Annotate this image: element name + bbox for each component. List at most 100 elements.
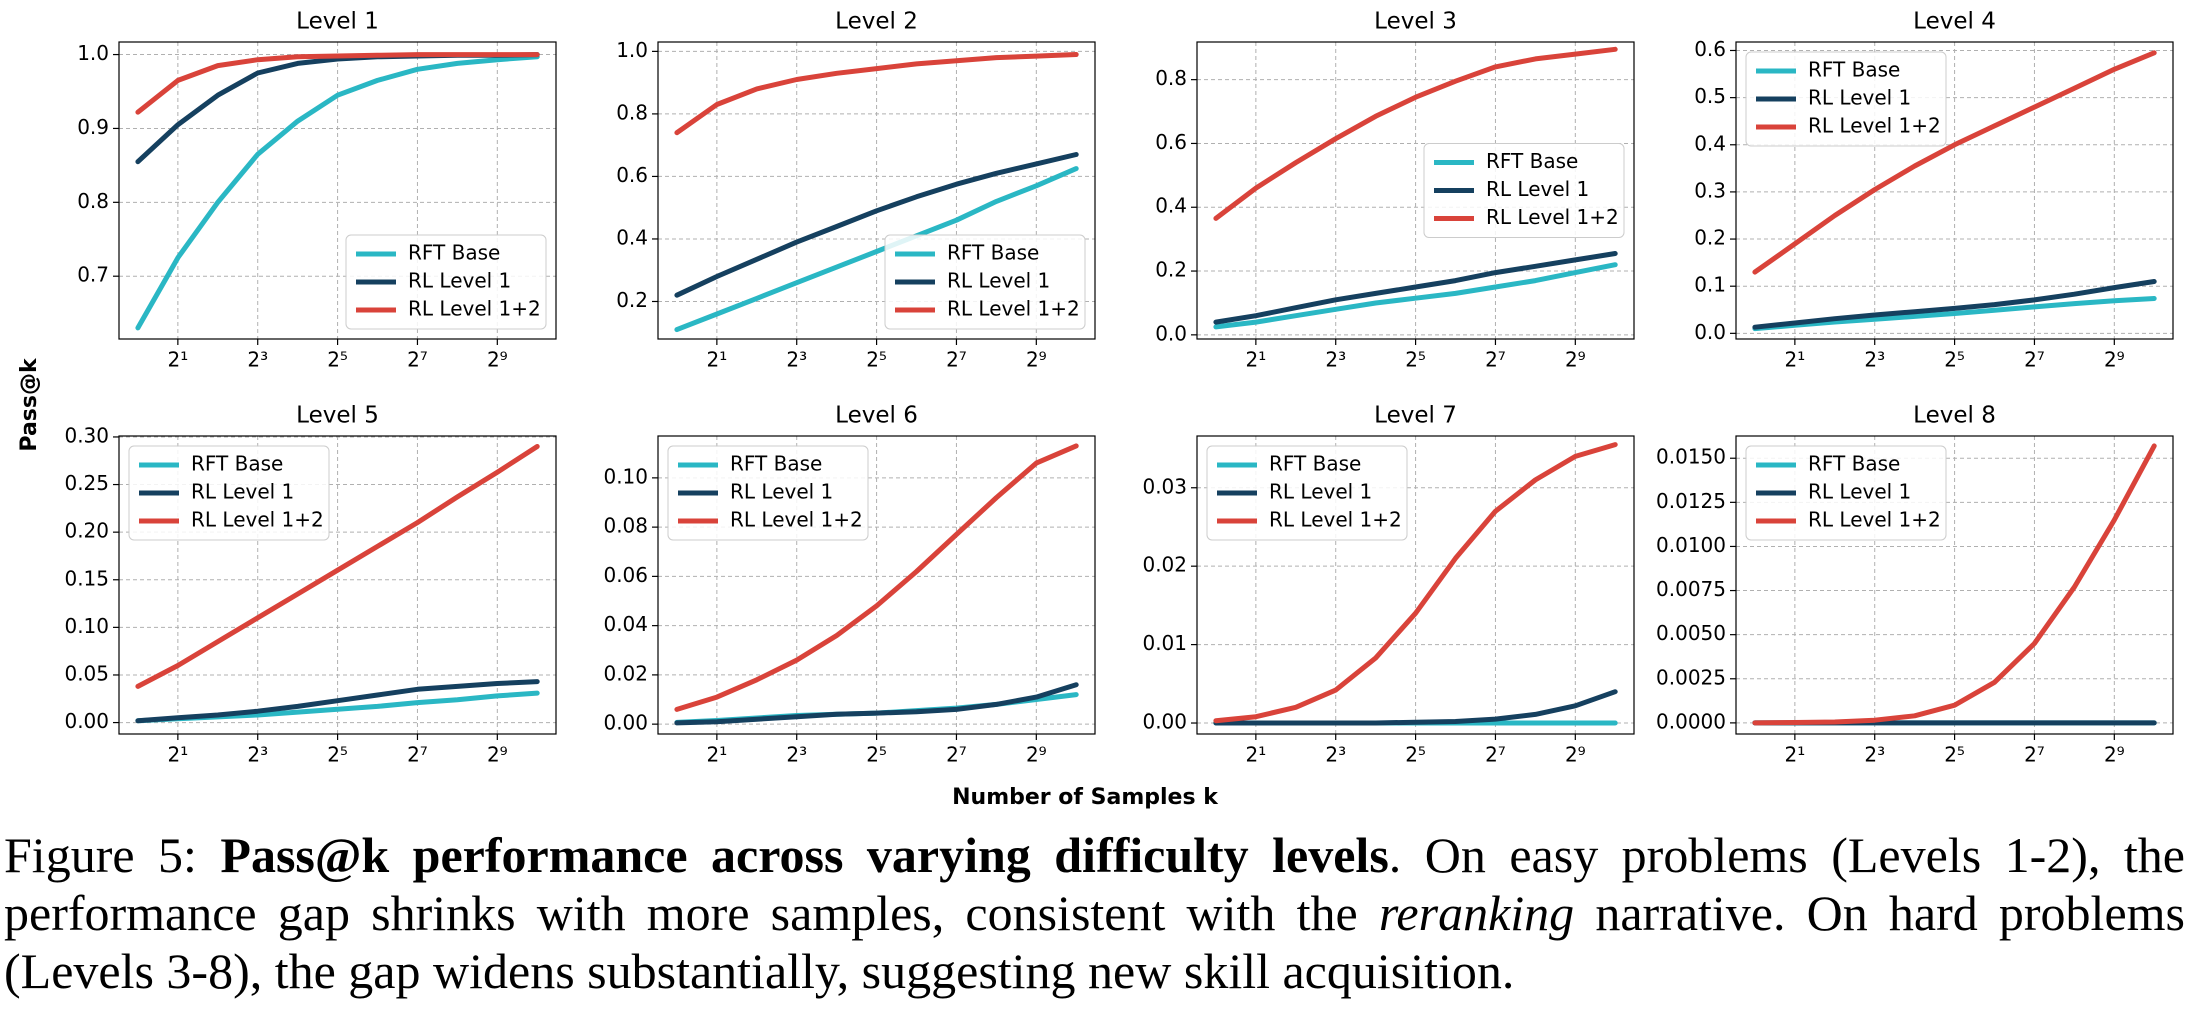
y-tick-label: 0.0125 [1656, 489, 1726, 513]
line-series [674, 166, 1079, 333]
y-tick-label: 0.4 [1155, 194, 1187, 218]
figure: Pass@k Number of Samples k Level 1 2¹ 2³ 2⁵… [17, 9, 2174, 810]
x-tick-label: 2¹ [1784, 348, 1805, 372]
axes-frame [118, 41, 557, 340]
y-tick-label: 0.10 [64, 614, 109, 638]
chart-title: Level 7 [1374, 403, 1457, 429]
legend-box [1745, 445, 1947, 541]
y-tick-label: 0.0 [1155, 321, 1187, 345]
legend-label: RFT Base [191, 452, 283, 476]
axes-frame [1735, 435, 2174, 735]
x-tick-label: 2⁵ [327, 743, 348, 767]
legend-label: RL Level 1 [1486, 177, 1589, 201]
line-series [1213, 689, 1618, 726]
chart-title: Level 8 [1913, 403, 1996, 429]
axes-frame [657, 435, 1096, 735]
line-series [135, 52, 540, 115]
x-tick-label: 2⁷ [2024, 348, 2045, 372]
caption-text: . On easy problems (Levels 1-2), the per… [4, 827, 2185, 941]
x-tick-label: 2⁵ [1405, 348, 1426, 372]
y-tick-label: 0.3 [1694, 178, 1726, 202]
legend-box [667, 445, 869, 541]
y-tick-label: 0.2 [1694, 226, 1726, 250]
legend-label: RL Level 1+2 [1808, 508, 1941, 532]
line-series [1213, 442, 1618, 724]
y-tick-label: 0.05 [64, 661, 109, 685]
legend-label: RFT Base [1269, 452, 1361, 476]
x-tick-label: 2³ [786, 743, 807, 767]
y-tick-label: 0.7 [77, 263, 109, 287]
x-tick-label: 2⁷ [1485, 743, 1506, 767]
chart-title: Level 1 [296, 9, 379, 35]
y-tick-label: 0.20 [64, 519, 109, 543]
axes-frame [1735, 41, 2174, 340]
legend-label: RL Level 1+2 [408, 297, 541, 321]
x-tick-label: 2⁵ [1944, 348, 1965, 372]
y-tick-label: 0.6 [1694, 37, 1726, 61]
caption-label: Figure 5: [4, 827, 197, 883]
x-tick-label: 2⁵ [1405, 743, 1426, 767]
y-tick-label: 0.02 [1142, 553, 1187, 577]
y-tick-label: 0.03 [1142, 474, 1187, 498]
y-tick-label: 0.0150 [1656, 445, 1726, 469]
line-series [135, 54, 540, 331]
y-tick-label: 0.10 [603, 464, 648, 488]
y-tick-label: 0.6 [616, 163, 648, 187]
y-tick-label: 0.15 [64, 566, 109, 590]
y-tick-label: 0.2 [1155, 258, 1187, 282]
x-tick-label: 2³ [1325, 743, 1346, 767]
y-tick-label: 0.04 [603, 612, 648, 636]
line-series [674, 52, 1079, 136]
legend-box [1745, 51, 1947, 147]
chart-title: Level 4 [1913, 9, 1996, 35]
y-tick-label: 0.25 [64, 471, 109, 495]
x-tick-label: 2⁷ [946, 348, 967, 372]
axes-frame [1196, 41, 1635, 340]
legend-box [128, 445, 330, 541]
y-tick-label: 0.00 [603, 711, 648, 735]
line-series [674, 152, 1079, 298]
axes-frame [118, 435, 557, 735]
legend-label: RFT Base [1808, 452, 1900, 476]
chart-title: Level 5 [296, 403, 379, 429]
y-tick-label: 0.00 [64, 709, 109, 733]
y-tick-label: 0.01 [1142, 631, 1187, 655]
y-tick-label: 1.0 [77, 41, 109, 65]
x-tick-label: 2⁷ [407, 743, 428, 767]
y-tick-label: 0.8 [1155, 66, 1187, 90]
legend-label: RFT Base [1808, 58, 1900, 82]
x-tick-label: 2⁵ [866, 743, 887, 767]
x-tick-label: 2¹ [1245, 348, 1266, 372]
x-tick-label: 2⁵ [327, 348, 348, 372]
line-series [1752, 296, 2157, 332]
caption-italic: reranking [1378, 885, 1575, 941]
y-axis-label: Pass@k [17, 357, 42, 452]
y-tick-label: 0.8 [616, 100, 648, 124]
legend-label: RL Level 1+2 [1269, 508, 1402, 532]
y-tick-label: 0.0025 [1656, 665, 1726, 689]
y-tick-label: 0.0 [1694, 320, 1726, 344]
legend-label: RFT Base [1486, 149, 1578, 173]
x-tick-label: 2³ [1864, 743, 1885, 767]
legend-label: RFT Base [947, 241, 1039, 265]
legend-label: RL Level 1+2 [191, 508, 324, 532]
x-tick-label: 2¹ [706, 743, 727, 767]
y-tick-label: 0.5 [1694, 84, 1726, 108]
axes-frame [657, 41, 1096, 340]
line-series [135, 679, 540, 724]
legend-label: RL Level 1+2 [730, 508, 863, 532]
x-tick-label: 2¹ [167, 743, 188, 767]
y-tick-label: 0.8 [77, 189, 109, 213]
y-tick-label: 0.4 [1694, 131, 1726, 155]
line-series [674, 443, 1079, 712]
y-tick-label: 0.9 [77, 115, 109, 139]
y-tick-label: 0.1 [1694, 273, 1726, 297]
legend-label: RL Level 1+2 [947, 297, 1080, 321]
legend-label: RL Level 1 [1808, 86, 1911, 110]
x-tick-label: 2⁹ [1026, 348, 1047, 372]
x-tick-label: 2⁷ [407, 348, 428, 372]
x-tick-label: 2¹ [1245, 743, 1266, 767]
y-tick-label: 0.08 [603, 514, 648, 538]
y-tick-label: 0.00 [1142, 710, 1187, 734]
